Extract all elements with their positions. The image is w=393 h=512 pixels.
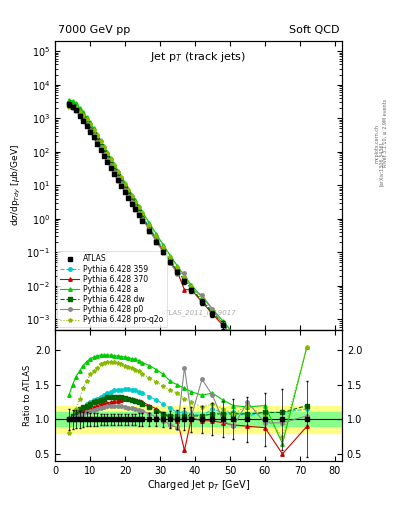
Text: Rivet 3.1.10, ≥ 2.9M events: Rivet 3.1.10, ≥ 2.9M events bbox=[383, 99, 387, 167]
Text: 7000 GeV pp: 7000 GeV pp bbox=[58, 25, 130, 35]
Y-axis label: Ratio to ATLAS: Ratio to ATLAS bbox=[23, 365, 32, 426]
Text: Soft QCD: Soft QCD bbox=[288, 25, 339, 35]
Text: ATLAS_2011_I919017: ATLAS_2011_I919017 bbox=[161, 309, 236, 316]
Text: mcplots.cern.ch: mcplots.cern.ch bbox=[375, 124, 380, 163]
Text: Jet p$_T$ (track jets): Jet p$_T$ (track jets) bbox=[151, 50, 246, 63]
Legend: ATLAS, Pythia 6.428 359, Pythia 6.428 370, Pythia 6.428 a, Pythia 6.428 dw, Pyth: ATLAS, Pythia 6.428 359, Pythia 6.428 37… bbox=[57, 251, 167, 327]
Y-axis label: d$\sigma$/dp$_{Tdy}$ [$\mu$b/GeV]: d$\sigma$/dp$_{Tdy}$ [$\mu$b/GeV] bbox=[10, 144, 24, 226]
Text: [arXiv:1306.3436]: [arXiv:1306.3436] bbox=[379, 142, 384, 186]
X-axis label: Charged Jet p$_{T}$ [GeV]: Charged Jet p$_{T}$ [GeV] bbox=[147, 478, 250, 493]
